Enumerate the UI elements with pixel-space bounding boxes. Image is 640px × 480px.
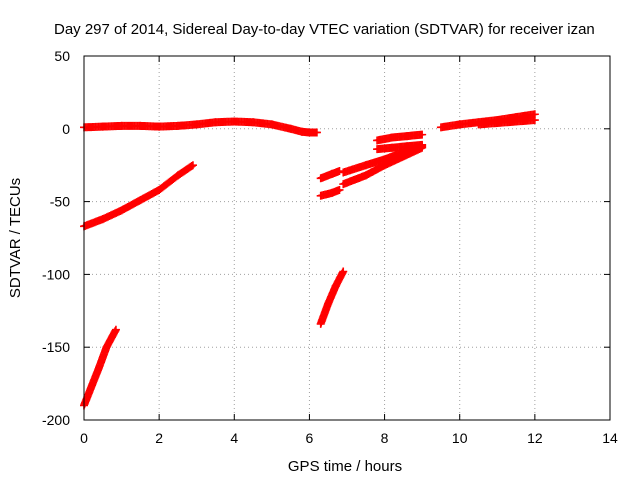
data-point	[418, 130, 427, 139]
data-point	[111, 325, 120, 334]
y-tick-label: 50	[54, 48, 70, 64]
chart-title: Day 297 of 2014, Sidereal Day-to-day VTE…	[54, 21, 595, 38]
x-tick-label: 10	[452, 430, 468, 446]
x-tick-label: 14	[602, 430, 618, 446]
y-tick-label: 0	[62, 121, 70, 137]
y-tick-label: -200	[42, 412, 70, 428]
data-series	[80, 161, 197, 231]
data-point	[312, 128, 321, 137]
y-tick-label: -50	[50, 194, 70, 210]
data-series	[316, 167, 344, 183]
x-tick-label: 0	[80, 430, 88, 446]
data-point	[335, 185, 344, 194]
data-series	[474, 116, 539, 129]
data-point	[418, 140, 427, 149]
x-tick-label: 4	[230, 430, 238, 446]
y-tick-label: -150	[42, 339, 70, 355]
data-series	[316, 185, 344, 200]
y-axis-label: SDTVAR / TECUs	[7, 178, 24, 298]
y-tick-label: -100	[42, 266, 70, 282]
axis-ticks: 0 2 4 6 8 10 12 14 50 0 -50 -100 -150 -200	[42, 48, 618, 446]
plot-frame	[83, 55, 611, 421]
x-tick-label: 8	[381, 430, 389, 446]
grid	[84, 56, 610, 420]
data-series	[373, 140, 427, 154]
data-series	[80, 117, 321, 137]
data-series	[339, 143, 427, 189]
data-point	[339, 267, 348, 276]
x-tick-label: 6	[306, 430, 314, 446]
x-axis-label: GPS time / hours	[288, 458, 402, 475]
data-points	[80, 110, 539, 410]
data-point	[530, 116, 539, 125]
data-series	[80, 325, 120, 410]
data-point	[188, 161, 197, 170]
x-tick-label: 2	[155, 430, 163, 446]
x-tick-label: 12	[527, 430, 543, 446]
data-series	[373, 130, 427, 145]
data-series	[316, 267, 348, 328]
